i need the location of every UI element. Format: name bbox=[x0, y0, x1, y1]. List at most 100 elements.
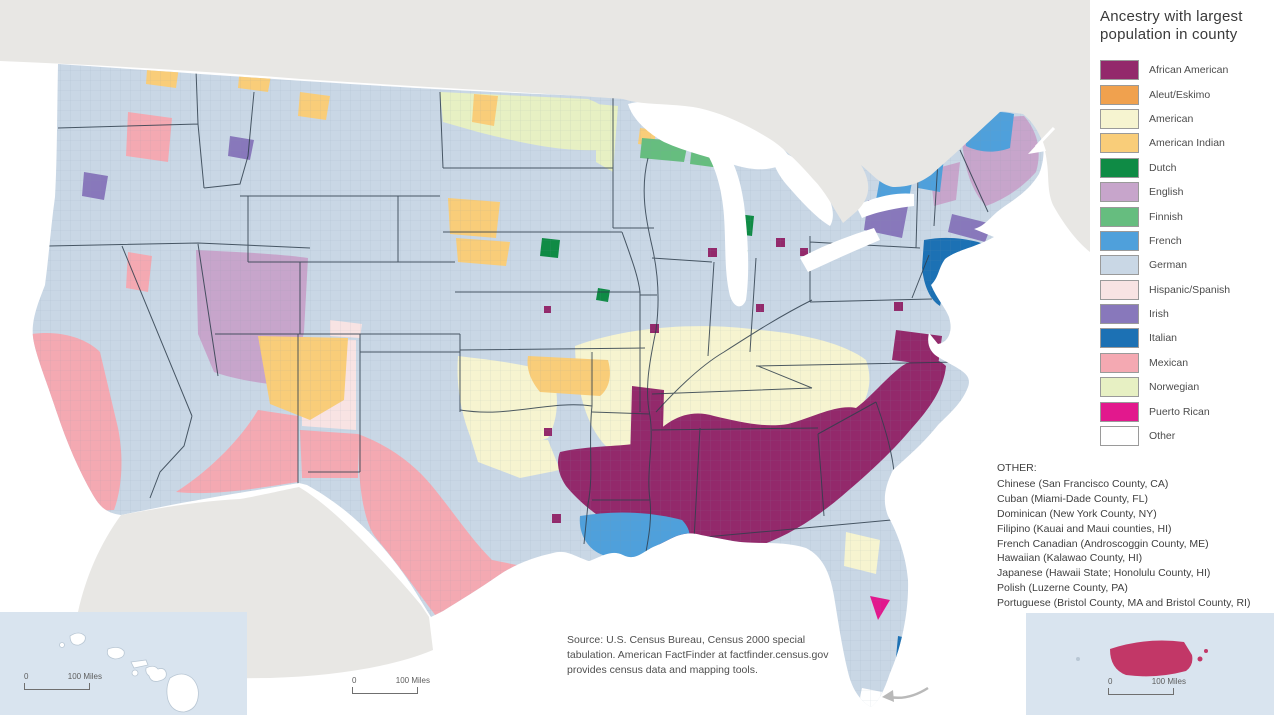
legend-label: Norwegian bbox=[1149, 381, 1200, 394]
island-mona bbox=[1076, 657, 1080, 661]
legend-label: Italian bbox=[1149, 332, 1178, 345]
legend-title: Ancestry with largest population in coun… bbox=[1100, 8, 1276, 44]
legend-swatch bbox=[1100, 182, 1139, 203]
legend-panel: Ancestry with largest population in coun… bbox=[1100, 8, 1276, 448]
other-item: Chinese (San Francisco County, CA) bbox=[997, 477, 1169, 490]
legend-swatch bbox=[1100, 352, 1139, 373]
legend-entry: Irish bbox=[1100, 302, 1276, 326]
legend-label: Other bbox=[1149, 430, 1176, 443]
island-oahu bbox=[106, 647, 125, 660]
legend-label: American Indian bbox=[1149, 137, 1225, 150]
scalebar-bracket bbox=[352, 687, 418, 694]
legend-swatch bbox=[1100, 84, 1139, 105]
scalebar-zero: 0 bbox=[1108, 677, 1113, 686]
other-item: French Canadian (Androscoggin County, ME… bbox=[997, 537, 1209, 550]
legend-entry: Puerto Rican bbox=[1100, 399, 1276, 423]
legend-label: Aleut/Eskimo bbox=[1149, 88, 1211, 101]
great-lakes bbox=[628, 100, 914, 307]
other-item: Filipino (Kauai and Maui counties, HI) bbox=[997, 522, 1172, 535]
other-item: Japanese (Hawaii State; Honolulu County,… bbox=[997, 567, 1211, 580]
annotation-arrows bbox=[882, 126, 1056, 702]
legend-swatch bbox=[1100, 133, 1139, 154]
island-kauai bbox=[69, 632, 86, 646]
legend-entry: Norwegian bbox=[1100, 375, 1276, 399]
lake-ontario bbox=[856, 193, 914, 218]
island-hawaii bbox=[166, 673, 199, 713]
puerto-rico-scalebar: 0 100 Miles bbox=[1108, 677, 1186, 695]
legend-entry: English bbox=[1100, 180, 1276, 204]
scalebar-distance: 100 Miles bbox=[67, 672, 102, 681]
legend-swatch bbox=[1100, 255, 1139, 276]
scalebar-zero: 0 bbox=[352, 676, 357, 685]
other-item: Dominican (New York County, NY) bbox=[997, 507, 1157, 520]
legend-label: Dutch bbox=[1149, 161, 1177, 174]
legend-entry: Other bbox=[1100, 424, 1276, 448]
legend-swatch bbox=[1100, 401, 1139, 422]
legend-entry: American Indian bbox=[1100, 131, 1276, 155]
island-lanai bbox=[131, 669, 139, 677]
hawaii-scalebar: 0 100 Miles bbox=[24, 672, 102, 690]
lake-huron bbox=[771, 148, 833, 226]
legend-title-line1: Ancestry with largest bbox=[1100, 8, 1243, 25]
source-note: Source: U.S. Census Bureau, Census 2000 … bbox=[567, 634, 829, 677]
scalebar-zero: 0 bbox=[24, 672, 29, 681]
legend-swatch bbox=[1100, 328, 1139, 349]
legend-entry: French bbox=[1100, 229, 1276, 253]
state-borders bbox=[45, 69, 989, 553]
legend-label: African American bbox=[1149, 64, 1229, 77]
legend-swatch bbox=[1100, 279, 1139, 300]
other-items: Chinese (San Francisco County, CA) Cuban… bbox=[997, 477, 1277, 611]
puerto-rico-inset-map bbox=[1026, 613, 1274, 715]
legend-label: Hispanic/Spanish bbox=[1149, 283, 1231, 296]
hawaii-inset-water bbox=[0, 612, 247, 715]
legend-title-line2: population in county bbox=[1100, 26, 1238, 43]
legend-swatch bbox=[1100, 108, 1139, 129]
legend-label: Puerto Rican bbox=[1149, 405, 1210, 418]
legend-entry: Dutch bbox=[1100, 156, 1276, 180]
scalebar-bracket bbox=[24, 683, 90, 690]
legend-label: American bbox=[1149, 112, 1194, 125]
puerto-rico-inset: 0 100 Miles bbox=[1026, 613, 1274, 715]
legend-entry: Hispanic/Spanish bbox=[1100, 278, 1276, 302]
legend-label: Irish bbox=[1149, 308, 1169, 321]
hawaiian-islands bbox=[59, 632, 199, 713]
legend-entry: German bbox=[1100, 253, 1276, 277]
legend-swatch bbox=[1100, 304, 1139, 325]
island-niihau bbox=[59, 642, 65, 648]
legend-swatch bbox=[1100, 206, 1139, 227]
legend-entry: Italian bbox=[1100, 326, 1276, 350]
scalebar-distance: 100 Miles bbox=[395, 676, 430, 685]
lake-michigan bbox=[706, 146, 749, 307]
lake-superior bbox=[628, 100, 790, 170]
legend-entry: Finnish bbox=[1100, 204, 1276, 228]
legend-label: German bbox=[1149, 259, 1187, 272]
island-vieques bbox=[1197, 656, 1203, 662]
other-item: Portuguese (Bristol County, MA and Brist… bbox=[997, 597, 1251, 610]
scalebar-bracket bbox=[1108, 688, 1174, 695]
legend-entries: African American Aleut/Eskimo American A… bbox=[1100, 58, 1276, 448]
legend-entry: African American bbox=[1100, 58, 1276, 82]
other-item: Cuban (Miami-Dade County, FL) bbox=[997, 492, 1148, 505]
main-map-scalebar: 0 100 Miles bbox=[352, 676, 430, 694]
legend-swatch bbox=[1100, 60, 1139, 81]
florida-callout-arrowhead bbox=[882, 690, 894, 702]
legend-swatch bbox=[1100, 230, 1139, 251]
other-heading: OTHER: bbox=[997, 462, 1037, 474]
legend-swatch bbox=[1100, 426, 1139, 447]
legend-swatch bbox=[1100, 157, 1139, 178]
legend-entry: Aleut/Eskimo bbox=[1100, 82, 1276, 106]
lake-erie bbox=[800, 228, 880, 272]
legend-swatch bbox=[1100, 377, 1139, 398]
legend-label: Mexican bbox=[1149, 356, 1189, 369]
island-puerto-rico bbox=[1110, 640, 1193, 677]
legend-label: French bbox=[1149, 234, 1182, 247]
island-molokai bbox=[130, 659, 149, 669]
other-item: Hawaiian (Kalawao County, HI) bbox=[997, 552, 1143, 565]
island-maui bbox=[145, 665, 167, 682]
canada-landmass bbox=[0, 0, 1090, 252]
scalebar-distance: 100 Miles bbox=[1151, 677, 1186, 686]
hawaii-inset-map bbox=[0, 612, 247, 715]
us-county-ancestry-map bbox=[0, 0, 1090, 707]
island-culebra bbox=[1204, 649, 1208, 653]
